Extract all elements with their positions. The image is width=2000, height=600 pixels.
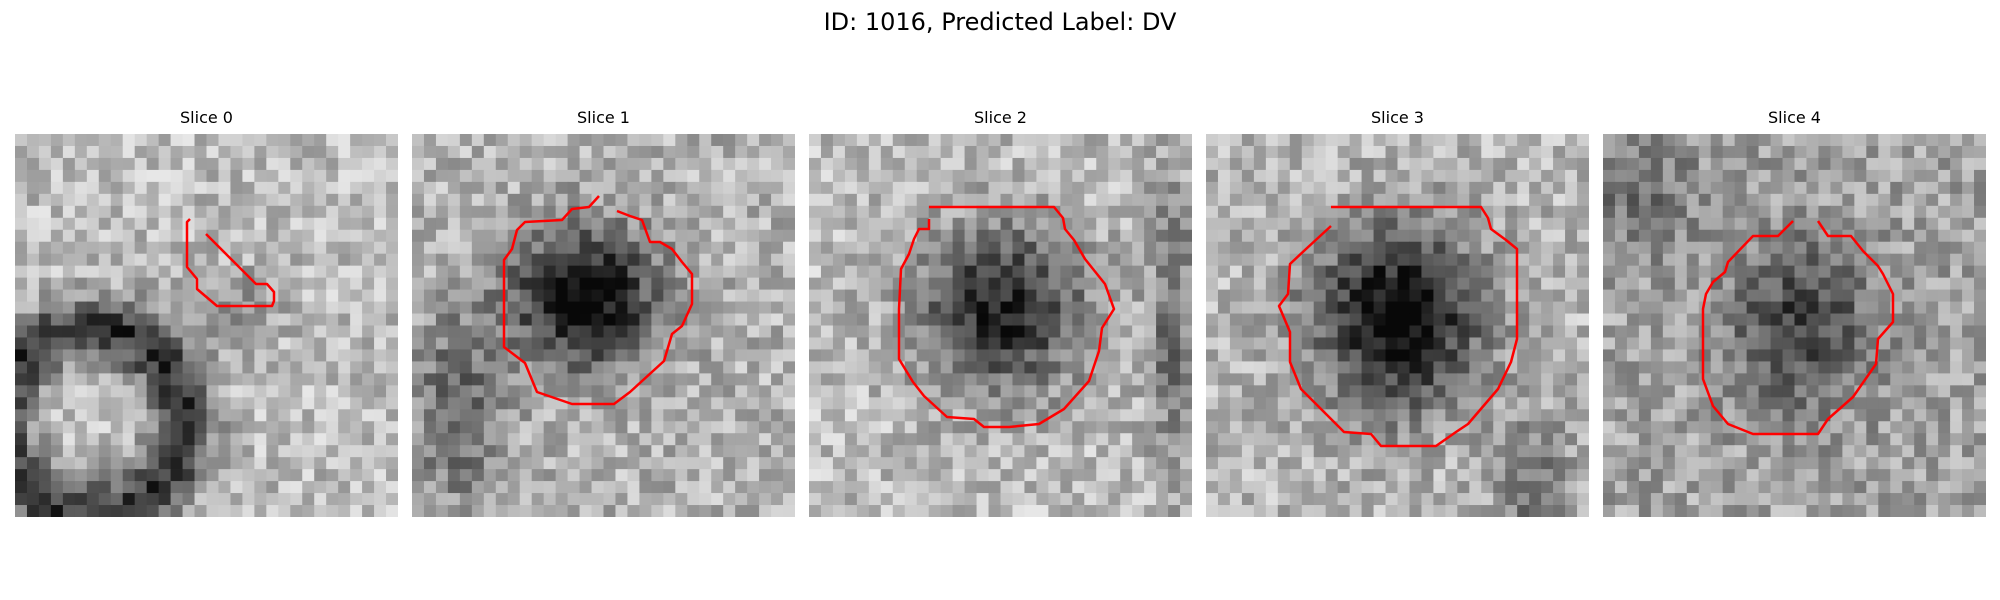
figure-title: ID: 1016, Predicted Label: DV [823,8,1177,36]
slice-panel-0: Slice 0 [15,108,398,517]
slice-panel-4: Slice 4 [1603,108,1986,517]
slice-image-4 [1603,134,1986,517]
slice-image-0 [15,134,398,517]
slice-title: Slice 4 [1768,108,1821,127]
slice-panel-1: Slice 1 [412,108,795,517]
slice-title: Slice 1 [577,108,630,127]
slice-panel-2: Slice 2 [809,108,1192,517]
slice-image-3 [1206,134,1589,517]
slice-title: Slice 0 [180,108,233,127]
slice-title: Slice 3 [1371,108,1424,127]
slice-image-1 [412,134,795,517]
segmentation-contour [502,195,694,406]
segmentation-contour [897,205,1116,429]
segmentation-contour [185,218,276,308]
segmentation-contour [1701,220,1895,436]
slice-image-2 [809,134,1192,517]
segmentation-contour [1277,205,1519,448]
slice-panel-3: Slice 3 [1206,108,1589,517]
slice-title: Slice 2 [974,108,1027,127]
